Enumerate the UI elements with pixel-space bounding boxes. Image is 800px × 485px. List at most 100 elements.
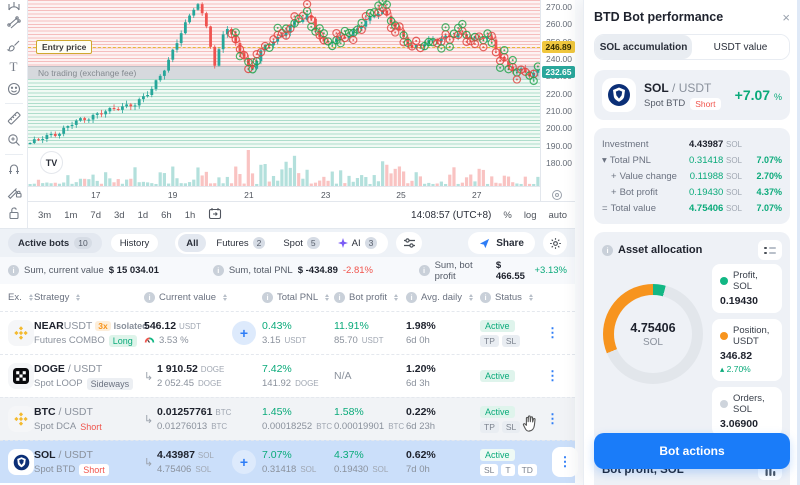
price-chart: No trading (exchange fee) Entry price TV… bbox=[28, 0, 575, 228]
summary-label: Sum, total PNL bbox=[228, 265, 293, 276]
pnl-number: 0.00018252 bbox=[262, 421, 313, 432]
filter-spot[interactable]: Spot 5 bbox=[275, 234, 327, 252]
filter-all[interactable]: All bbox=[178, 234, 207, 252]
zoom-in-icon[interactable] bbox=[2, 129, 26, 151]
filter-futures[interactable]: Futures 2 bbox=[208, 234, 273, 252]
bots-settings-button[interactable] bbox=[543, 231, 567, 255]
pair-base: DOGE bbox=[34, 362, 65, 375]
tune-filter-button[interactable] bbox=[396, 232, 423, 254]
filter-ai[interactable]: AI 3 bbox=[330, 234, 386, 252]
table-row-sol[interactable]: SOL / USDT Spot BTD Short ↳ 4.43987 SOL 4.754… bbox=[0, 440, 578, 483]
interval-button-3m[interactable]: 3m bbox=[38, 209, 52, 221]
tune-filter-icon bbox=[403, 238, 415, 248]
legend-card-profit[interactable]: Profit, SOL 0.19430 bbox=[712, 264, 782, 313]
secondary-value: 2 052.45 DOGE bbox=[157, 378, 224, 389]
interval-button-6h[interactable]: 6h bbox=[161, 209, 172, 221]
value-number: 1 910.52 bbox=[157, 363, 201, 375]
strategy-line: Spot BTD Short bbox=[34, 463, 144, 476]
scale-auto-button[interactable]: auto bbox=[548, 209, 568, 221]
price-axis[interactable]: 270.00260.00250.00240.00230.00220.00210.… bbox=[540, 0, 575, 201]
tab-sol-accumulation[interactable]: SOL accumulation bbox=[595, 35, 692, 59]
column-header-ex-[interactable]: Ex. bbox=[8, 292, 34, 303]
interval-button-1d[interactable]: 1d bbox=[137, 209, 149, 221]
interval-button-1m[interactable]: 1m bbox=[64, 209, 78, 221]
table-row-near[interactable]: NEARUSDT 3x Isolated Futures COMBO Long 546… bbox=[0, 311, 575, 354]
stat-label: + Bot profit bbox=[602, 187, 689, 198]
axis-settings-icon[interactable] bbox=[551, 188, 563, 206]
column-header-avg-daily[interactable]: Avg. daily bbox=[406, 292, 480, 303]
price-tick: 260.00 bbox=[546, 19, 572, 30]
drawing-lock-icon[interactable] bbox=[2, 180, 26, 202]
column-header-current-value[interactable]: Current value bbox=[144, 292, 262, 303]
tab-usdt-value[interactable]: USDT value bbox=[692, 35, 789, 59]
active-bots-count: 10 bbox=[74, 237, 92, 249]
add-funds-button[interactable]: + bbox=[232, 321, 256, 345]
column-header-status[interactable]: Status bbox=[480, 292, 546, 303]
goto-date-icon[interactable] bbox=[208, 207, 222, 223]
interval-button-7d[interactable]: 7d bbox=[90, 209, 101, 221]
row-menu-button[interactable]: ⋮ bbox=[546, 411, 559, 426]
table-row-btc[interactable]: BTC / USDT Spot DCA Short ↳ 0.01257761 BTC 0.… bbox=[0, 397, 575, 440]
pair-base: BTC bbox=[34, 405, 56, 418]
column-header-strategy[interactable]: Strategy bbox=[34, 292, 144, 303]
chart-clock[interactable]: 14:08:57 (UTC+8) bbox=[411, 209, 492, 221]
price-tick: 220.00 bbox=[546, 88, 572, 99]
legend-row: Profit, SOL bbox=[720, 270, 774, 292]
interval-button-1h[interactable]: 1h bbox=[184, 209, 196, 221]
tab-active-bots[interactable]: Active bots 10 bbox=[8, 233, 102, 253]
sort-icon bbox=[76, 294, 81, 301]
pitchfork-icon[interactable] bbox=[2, 0, 26, 12]
profit-value: 0.19430 SOL bbox=[334, 464, 406, 475]
emoji-icon[interactable] bbox=[2, 78, 26, 100]
chart-plot[interactable]: No trading (exchange fee) Entry price TV bbox=[28, 0, 540, 186]
time-axis[interactable]: 17 19 21 23 25 27 bbox=[28, 186, 540, 201]
scale-percent-button[interactable]: % bbox=[503, 209, 512, 221]
sort-icon bbox=[469, 294, 474, 301]
brush-icon[interactable] bbox=[2, 34, 26, 56]
bot-actions-button[interactable]: Bot actions bbox=[594, 433, 790, 469]
add-funds-button[interactable]: + bbox=[232, 450, 256, 474]
share-button[interactable]: Share bbox=[468, 232, 535, 254]
ruler-icon[interactable] bbox=[2, 107, 26, 129]
lock-icon[interactable] bbox=[2, 202, 26, 224]
value-unit: BTC bbox=[215, 408, 232, 417]
magnet-icon[interactable] bbox=[2, 158, 26, 180]
text-tool-icon[interactable]: T bbox=[9, 59, 18, 74]
legend-toggle-button[interactable] bbox=[758, 240, 782, 260]
allocation-legend: Profit, SOL 0.19430 Position, USDT 346.82 ▴ … bbox=[712, 264, 782, 436]
pnl-value: 0.31418 SOL bbox=[262, 464, 334, 475]
table-row-doge[interactable]: DOGE / USDT Spot LOOP Sideways ↳ 1 910.52 DO… bbox=[0, 354, 575, 397]
sort-icon bbox=[325, 294, 330, 301]
legend-value: 0.19430 bbox=[720, 295, 758, 307]
pair-pnl: +7.07 % bbox=[734, 87, 782, 103]
exchange-cell bbox=[8, 320, 34, 346]
direction-badge: Short bbox=[79, 463, 109, 476]
summary-label: Sum, bot profit bbox=[434, 259, 473, 282]
row-menu-button[interactable]: ⋮ bbox=[546, 368, 559, 383]
column-header-bot-profit[interactable]: Bot profit bbox=[334, 292, 406, 303]
filter-count: 2 bbox=[252, 237, 266, 249]
bot-age: 6d 3h bbox=[406, 378, 430, 389]
close-icon[interactable]: × bbox=[782, 9, 790, 25]
summary-percent: +3.13% bbox=[534, 265, 568, 276]
scale-log-button[interactable]: log bbox=[523, 209, 537, 221]
status-cell: Active TP SL bbox=[480, 319, 546, 347]
value-number: 546.12 bbox=[144, 320, 180, 332]
legend-card-position[interactable]: Position, USDT 346.82 ▴ 2.70% bbox=[712, 319, 782, 381]
entry-price-badge: 246.89 bbox=[542, 41, 575, 54]
parallel-channel-icon[interactable] bbox=[2, 12, 26, 34]
legend-card-orders[interactable]: Orders, SOL 3.06900 bbox=[712, 387, 782, 436]
avg-daily-percent: 1.20% bbox=[406, 363, 436, 375]
column-header-total-pnl[interactable]: Total PNL bbox=[262, 292, 334, 303]
total-pnl-cell: 7.07% 0.31418 SOL bbox=[262, 449, 334, 475]
interval-button-3d[interactable]: 3d bbox=[113, 209, 125, 221]
row-menu-button[interactable]: ⋮ bbox=[546, 325, 559, 340]
stat-name: Bot profit bbox=[619, 186, 658, 198]
ai-sparkle-icon bbox=[337, 238, 348, 248]
tab-history[interactable]: History bbox=[109, 233, 160, 253]
binance-exchange-icon bbox=[14, 326, 28, 340]
tradingview-watermark[interactable]: TV bbox=[40, 151, 63, 174]
page-scrollbar[interactable] bbox=[797, 0, 800, 485]
row-menu-button[interactable]: ⋮ bbox=[552, 447, 578, 477]
secondary-unit: SOL bbox=[195, 465, 212, 474]
